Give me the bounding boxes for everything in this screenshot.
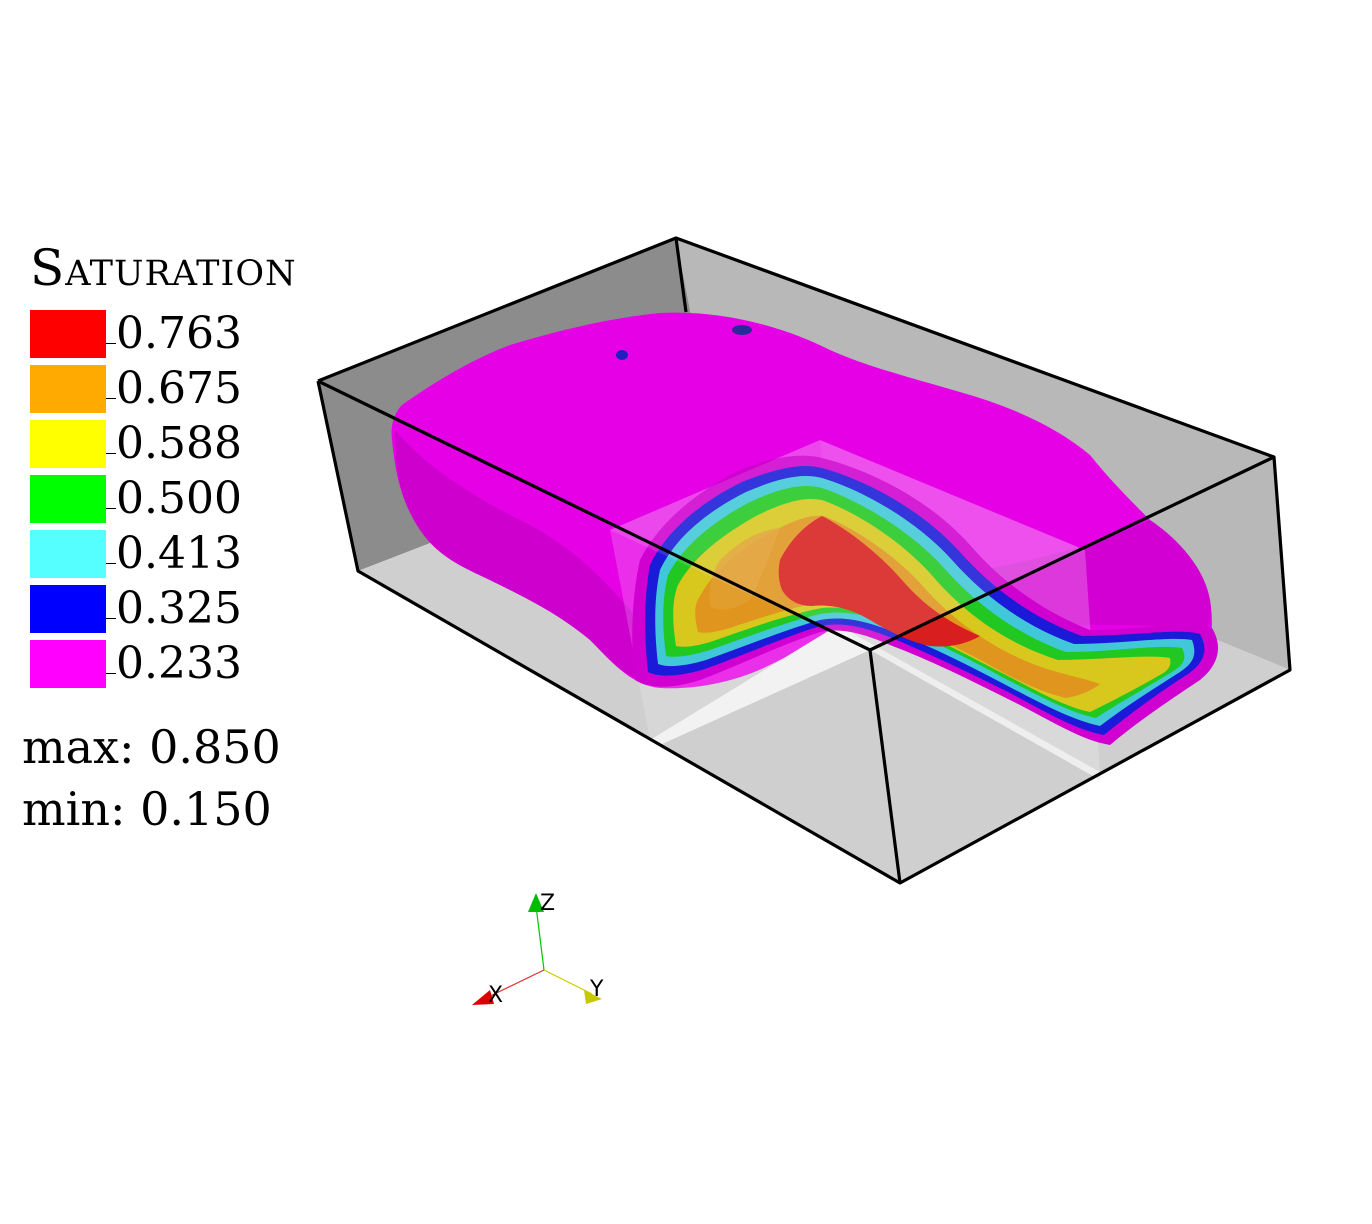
color-legend: Saturation 0.763 0.675 0.588 0.500 0.413 0.32… bbox=[22, 238, 297, 691]
range-stats: max: 0.850 min: 0.150 bbox=[22, 716, 281, 840]
cutaway-top-tint bbox=[610, 440, 1085, 650]
cutaway-floor-left bbox=[650, 625, 870, 745]
cutaway-floor-right bbox=[838, 625, 1100, 780]
legend-swatch bbox=[30, 364, 106, 413]
legend-value: 0.588 bbox=[116, 417, 242, 469]
orientation-axes: Z X Y bbox=[472, 891, 604, 1008]
min-value-label: min: 0.150 bbox=[22, 782, 272, 836]
band-red bbox=[778, 516, 980, 647]
legend-tick bbox=[106, 563, 116, 564]
legend-value: 0.233 bbox=[116, 637, 242, 689]
max-value-label: max: 0.850 bbox=[22, 720, 281, 774]
bounding-box-edges bbox=[316, 236, 1292, 885]
axis-x-label: X bbox=[488, 983, 503, 1008]
legend-swatch bbox=[30, 309, 106, 358]
axis-z-label: Z bbox=[540, 891, 555, 916]
axis-z-arrow-icon bbox=[528, 893, 544, 912]
legend-tick bbox=[106, 508, 116, 509]
legend-entry: 0.675 bbox=[22, 361, 297, 416]
axis-z-line bbox=[535, 905, 545, 971]
legend-value: 0.763 bbox=[116, 307, 242, 359]
legend-entry: 0.588 bbox=[22, 416, 297, 471]
legend-swatch bbox=[30, 639, 106, 688]
axis-y-label: Y bbox=[589, 977, 604, 1002]
band-orange-inner-left bbox=[709, 528, 780, 610]
plume-dot-2 bbox=[732, 325, 752, 335]
legend-value: 0.325 bbox=[116, 582, 242, 634]
legend-list: 0.763 0.675 0.588 0.500 0.413 0.325 0.233 bbox=[22, 306, 297, 691]
legend-value: 0.413 bbox=[116, 527, 242, 579]
legend-tick bbox=[106, 398, 116, 399]
legend-entry: 0.413 bbox=[22, 526, 297, 581]
legend-title: Saturation bbox=[30, 239, 297, 297]
axis-x-line bbox=[481, 969, 545, 1001]
legend-tick bbox=[106, 343, 116, 344]
axis-x-arrow-icon bbox=[472, 990, 494, 1005]
legend-swatch bbox=[30, 584, 106, 633]
legend-swatch bbox=[30, 419, 106, 468]
legend-tick bbox=[106, 673, 116, 674]
legend-entry: 0.325 bbox=[22, 581, 297, 636]
plume-dot-1 bbox=[616, 350, 628, 360]
legend-swatch bbox=[30, 474, 106, 523]
legend-swatch bbox=[30, 529, 106, 578]
legend-tick bbox=[106, 453, 116, 454]
legend-entry: 0.500 bbox=[22, 471, 297, 526]
legend-value: 0.675 bbox=[116, 362, 242, 414]
axis-y-arrow-icon bbox=[584, 990, 602, 1004]
legend-entry: 0.233 bbox=[22, 636, 297, 691]
plume-shading bbox=[395, 430, 665, 685]
legend-entry: 0.763 bbox=[22, 306, 297, 361]
legend-value: 0.500 bbox=[116, 472, 242, 524]
legend-tick bbox=[106, 618, 116, 619]
